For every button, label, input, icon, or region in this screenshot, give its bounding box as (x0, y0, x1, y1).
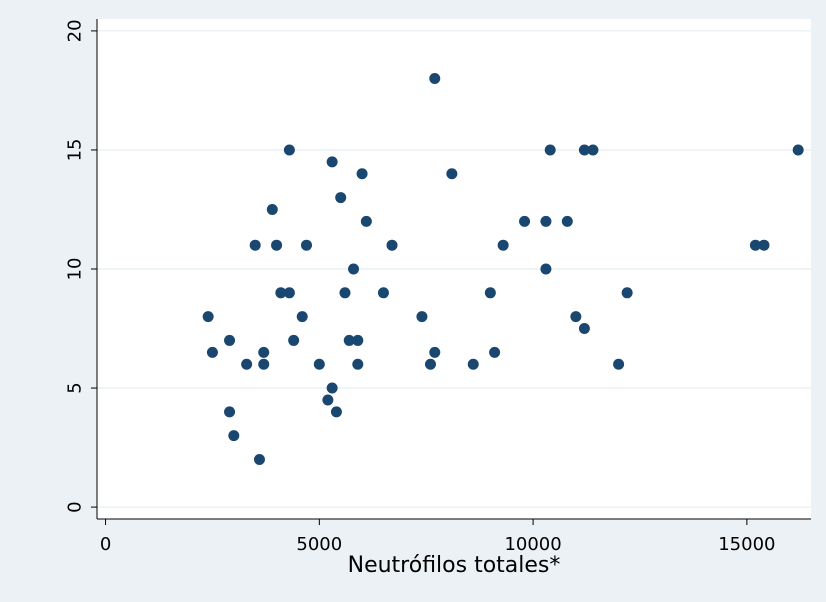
data-point-38 (467, 358, 479, 370)
data-point-22 (330, 406, 342, 418)
gridlines (97, 30, 811, 508)
data-point-36 (429, 346, 441, 358)
data-point-25 (343, 334, 355, 346)
y-axis-ticks: 0 5 10 15 20 (65, 19, 97, 513)
data-point-15 (288, 334, 300, 346)
data-point-50 (587, 144, 599, 156)
data-point-46 (561, 215, 573, 227)
x-axis-ticks: 0 5000 10000 15000 (100, 519, 776, 555)
data-point-19 (322, 394, 334, 406)
data-point-55 (792, 144, 804, 156)
data-point-43 (540, 215, 552, 227)
data-points (202, 73, 804, 465)
data-point-9 (258, 358, 270, 370)
x-tick-label-5000: 5000 (296, 534, 342, 555)
data-point-33 (416, 311, 428, 323)
data-point-8 (258, 346, 270, 358)
data-point-27 (352, 334, 364, 346)
data-point-16 (296, 311, 308, 323)
data-point-2 (224, 334, 236, 346)
data-point-3 (224, 406, 236, 418)
data-point-51 (613, 358, 625, 370)
data-point-18 (313, 358, 325, 370)
y-tick-label-10: 10 (65, 258, 86, 281)
x-axis-title: Neutrófilos totales* (348, 553, 561, 578)
data-point-20 (326, 156, 338, 168)
data-point-52 (621, 287, 633, 299)
data-point-0 (202, 311, 214, 323)
data-point-1 (206, 346, 218, 358)
data-point-24 (339, 287, 351, 299)
data-point-4 (228, 430, 240, 442)
x-tick-label-10000: 10000 (504, 534, 561, 555)
data-point-39 (484, 287, 496, 299)
y-tick-label-5: 5 (65, 382, 86, 393)
data-point-29 (356, 168, 368, 180)
x-tick-label-15000: 15000 (718, 534, 775, 555)
data-point-48 (578, 144, 590, 156)
data-point-30 (360, 215, 372, 227)
data-point-12 (275, 287, 287, 299)
data-point-35 (429, 73, 441, 85)
data-point-53 (749, 239, 761, 251)
data-point-14 (283, 287, 295, 299)
data-point-40 (489, 346, 501, 358)
data-point-23 (335, 192, 347, 204)
data-point-49 (578, 323, 590, 335)
data-point-31 (377, 287, 389, 299)
y-tick-label-0: 0 (65, 501, 86, 512)
data-point-44 (540, 263, 552, 275)
data-point-41 (497, 239, 509, 251)
data-point-42 (519, 215, 531, 227)
data-point-10 (266, 203, 278, 215)
y-tick-label-15: 15 (65, 138, 86, 161)
data-point-47 (570, 311, 582, 323)
data-point-7 (253, 453, 265, 465)
data-point-28 (352, 358, 364, 370)
data-point-54 (758, 239, 770, 251)
data-point-21 (326, 382, 338, 394)
data-point-6 (249, 239, 261, 251)
y-tick-label-20: 20 (65, 19, 86, 42)
data-point-32 (386, 239, 398, 251)
data-point-11 (271, 239, 283, 251)
data-point-34 (424, 358, 436, 370)
data-point-26 (348, 263, 360, 275)
data-point-17 (300, 239, 312, 251)
x-tick-label-0: 0 (100, 534, 111, 555)
data-point-13 (283, 144, 295, 156)
data-point-37 (446, 168, 458, 180)
data-point-5 (241, 358, 253, 370)
data-point-45 (544, 144, 556, 156)
